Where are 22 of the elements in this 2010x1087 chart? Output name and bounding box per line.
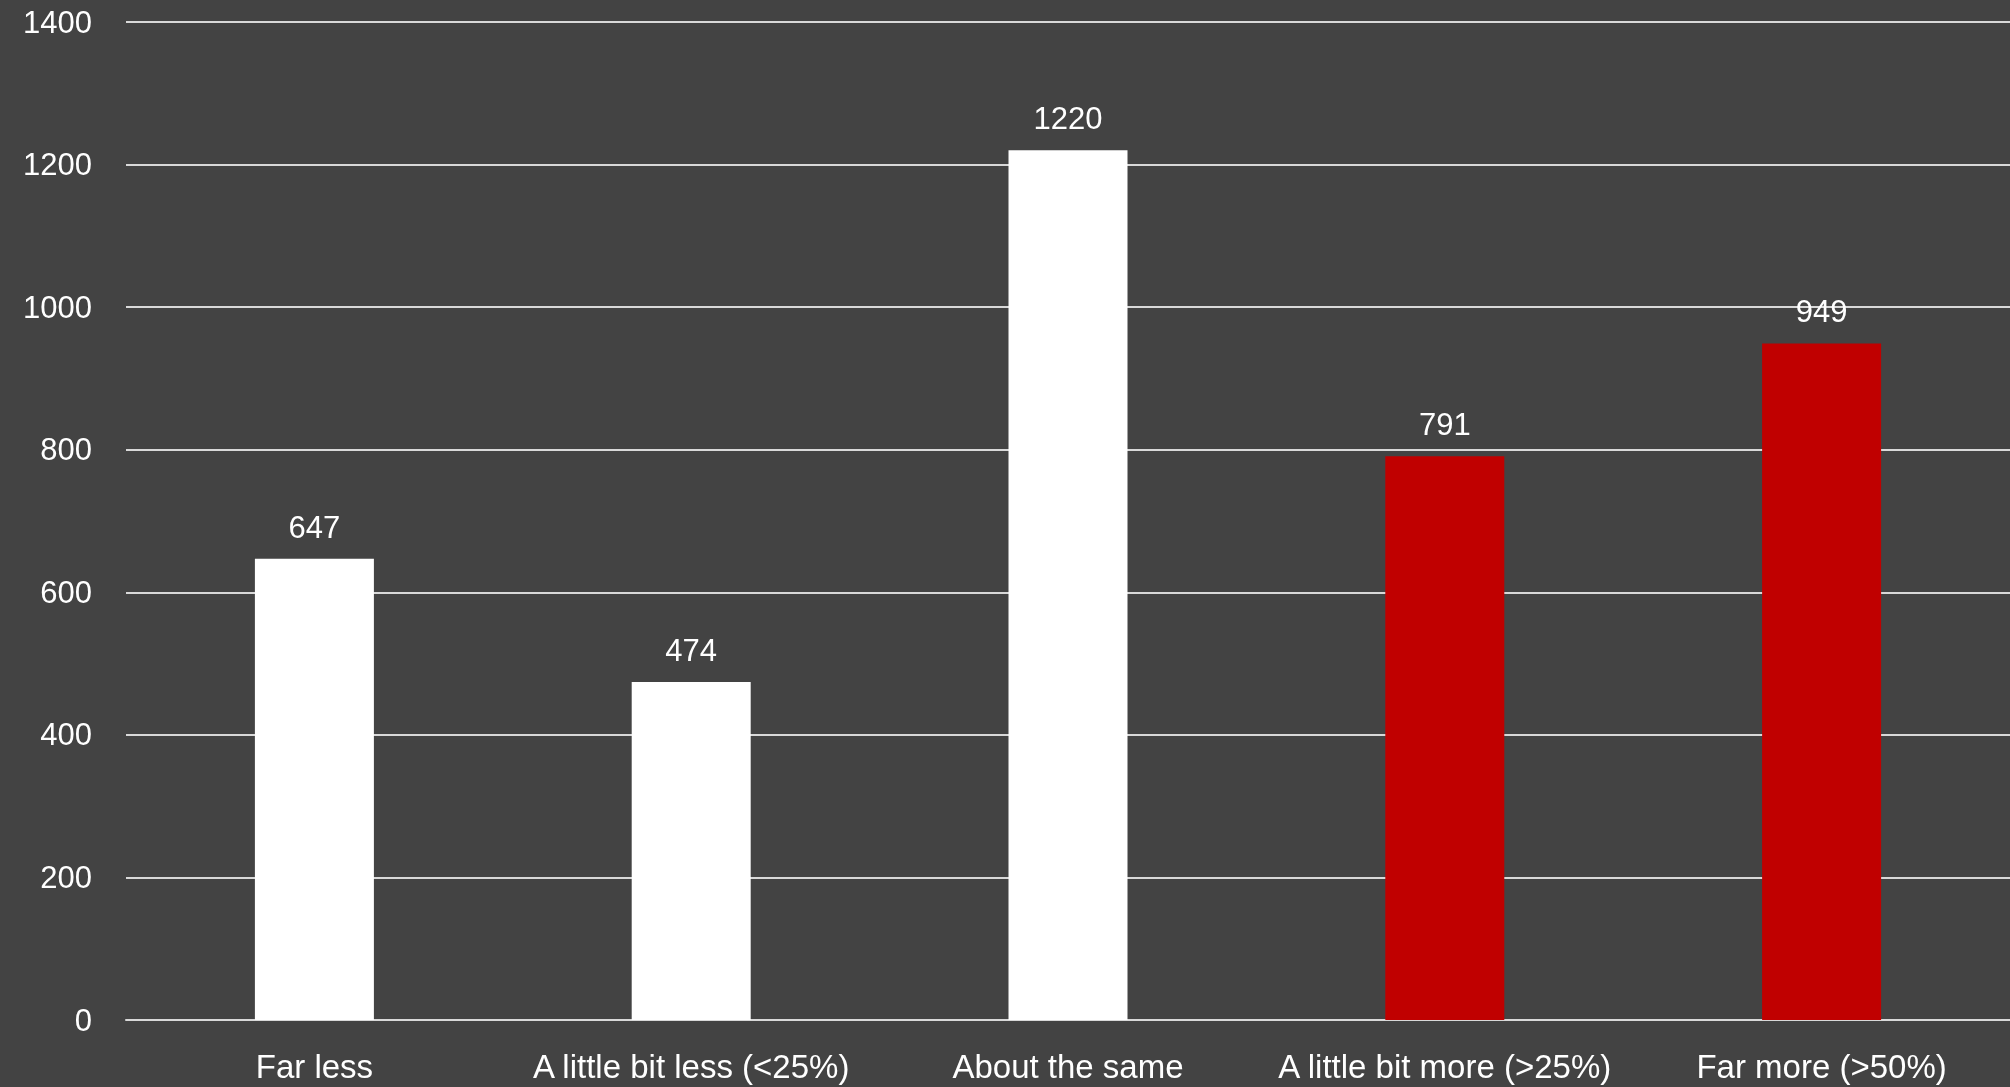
x-tick-label: A little bit more (>25%) xyxy=(1278,1048,1612,1085)
y-tick-label: 0 xyxy=(74,1002,92,1038)
x-tick-label: Far less xyxy=(255,1048,374,1085)
bar xyxy=(631,682,751,1020)
data-label: 791 xyxy=(1418,407,1471,443)
x-tick-label: Far more (>50%) xyxy=(1696,1048,1947,1085)
y-tick-label: 1400 xyxy=(23,4,92,40)
y-tick-label: 600 xyxy=(40,574,92,610)
bar xyxy=(1008,150,1128,1020)
data-label: 1220 xyxy=(1033,101,1103,137)
bar xyxy=(254,558,374,1020)
x-tick-label: A little bit less (<25%) xyxy=(533,1048,850,1085)
data-label: 474 xyxy=(665,633,718,669)
bar xyxy=(1762,343,1882,1020)
y-tick-label: 200 xyxy=(40,859,92,895)
y-tick-label: 1000 xyxy=(23,289,92,325)
y-tick-label: 400 xyxy=(40,717,92,753)
y-tick-label: 1200 xyxy=(23,147,92,183)
x-tick-label: About the same xyxy=(952,1048,1184,1085)
bar xyxy=(1385,456,1505,1020)
y-tick-label: 800 xyxy=(40,432,92,468)
data-label: 647 xyxy=(288,509,341,545)
